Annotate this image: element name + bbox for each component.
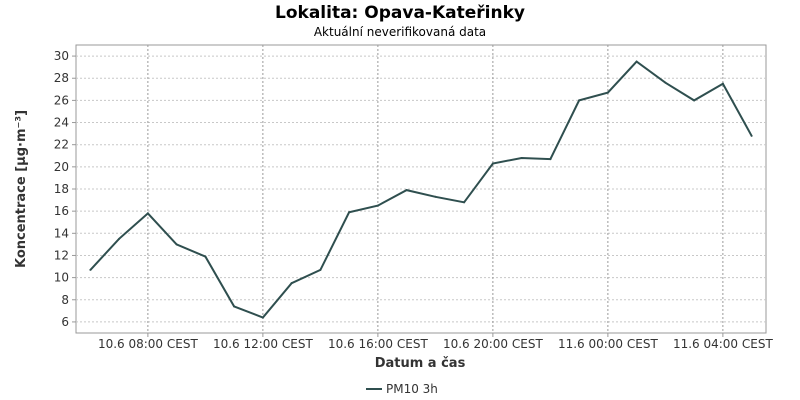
x-tick-label-1: 10.6 12:00 CEST [213, 337, 314, 351]
y-tick-label-10: 10 [54, 271, 69, 285]
x-axis-label: Datum a čas [375, 356, 466, 371]
y-tick-label-30: 30 [54, 49, 69, 63]
data-point-22 [721, 82, 724, 85]
x-tick-label-3: 10.6 20:00 CEST [443, 337, 544, 351]
data-point-2 [146, 212, 149, 215]
series-group [89, 60, 753, 319]
data-point-21 [693, 99, 696, 102]
data-point-15 [520, 156, 523, 159]
x-tick-label-2: 10.6 16:00 CEST [328, 337, 429, 351]
legend-label: PM10 3h [386, 382, 438, 396]
data-point-7 [290, 282, 293, 285]
y-tick-label-24: 24 [54, 116, 69, 130]
y-tick-label-22: 22 [54, 138, 69, 152]
x-tick-label-4: 11.6 00:00 CEST [558, 337, 659, 351]
y-axis-label: Koncentrace [µg·m⁻³] [14, 110, 29, 268]
y-tick-label-14: 14 [54, 226, 69, 240]
data-point-14 [491, 162, 494, 165]
series-line-0 [89, 60, 753, 319]
legend: PM10 3h [366, 382, 438, 396]
data-point-19 [635, 60, 638, 63]
data-point-23 [750, 134, 753, 137]
y-tick-label-18: 18 [54, 182, 69, 196]
data-point-6 [261, 316, 264, 319]
data-point-18 [606, 91, 609, 94]
data-point-9 [348, 211, 351, 214]
y-axis-ticks: 6 8 10 12 14 16 18 20 22 24 26 28 30 [54, 49, 76, 329]
data-point-17 [578, 99, 581, 102]
x-tick-label-0: 10.6 08:00 CEST [98, 337, 199, 351]
data-point-13 [463, 201, 466, 204]
data-point-5 [233, 305, 236, 308]
y-tick-label-6: 6 [61, 315, 69, 329]
chart-title: Lokalita: Opava-Kateřinky [275, 3, 525, 23]
x-axis-ticks: 10.6 08:00 CEST 10.6 12:00 CEST 10.6 16:00… [98, 333, 774, 351]
data-point-16 [549, 158, 552, 161]
data-point-4 [204, 255, 207, 258]
data-point-11 [405, 189, 408, 192]
data-point-3 [175, 243, 178, 246]
horizontal-gridlines [76, 55, 766, 323]
chart-subtitle: Aktuální neverifikovaná data [314, 25, 486, 39]
y-tick-label-20: 20 [54, 160, 69, 174]
x-tick-label-5: 11.6 04:00 CEST [673, 337, 774, 351]
data-point-20 [664, 81, 667, 84]
y-tick-label-12: 12 [54, 248, 69, 262]
data-point-10 [376, 204, 379, 207]
y-tick-label-16: 16 [54, 204, 69, 218]
data-point-0 [89, 268, 92, 271]
y-tick-label-8: 8 [61, 293, 69, 307]
y-tick-label-28: 28 [54, 71, 69, 85]
y-tick-label-26: 26 [54, 93, 69, 107]
data-point-8 [319, 268, 322, 271]
data-point-1 [118, 237, 121, 240]
data-point-12 [434, 195, 437, 198]
